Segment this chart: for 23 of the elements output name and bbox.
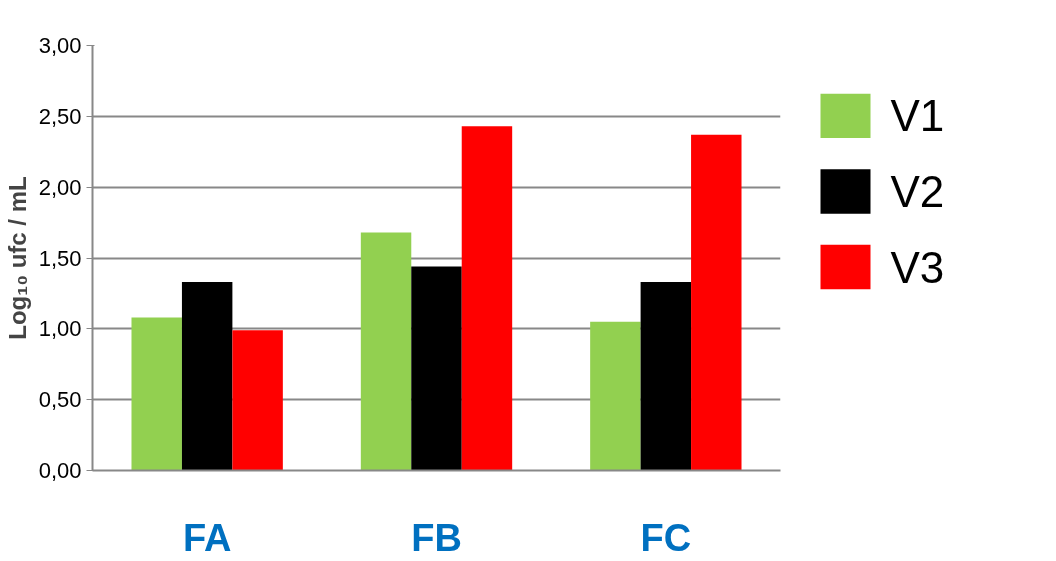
x-tick-label: FC bbox=[640, 516, 692, 559]
y-tick-label: 2,00 bbox=[38, 174, 82, 200]
y-tick-label: 2,50 bbox=[38, 103, 82, 129]
y-tick-label: 3,00 bbox=[38, 33, 82, 58]
y-tick-label: 0,00 bbox=[38, 458, 82, 483]
y-tick-label: 0,50 bbox=[38, 387, 82, 413]
y-axis-title: Log₁₀ ufc / mL bbox=[3, 176, 31, 340]
bar bbox=[461, 126, 513, 471]
bar bbox=[360, 232, 412, 471]
bar bbox=[590, 321, 641, 471]
bar bbox=[131, 317, 182, 471]
y-tick-label: 1,00 bbox=[38, 316, 82, 342]
bar bbox=[691, 134, 742, 471]
bar bbox=[640, 282, 692, 471]
legend-label: V3 bbox=[890, 242, 945, 292]
bar bbox=[232, 330, 283, 471]
bar bbox=[181, 282, 233, 471]
legend-label: V2 bbox=[890, 166, 945, 216]
legend-label: V1 bbox=[890, 91, 945, 141]
bar bbox=[411, 266, 462, 471]
x-tick-label: FB bbox=[411, 516, 462, 559]
y-tick-label: 1,50 bbox=[38, 245, 82, 271]
x-tick-label: FA bbox=[182, 516, 232, 559]
